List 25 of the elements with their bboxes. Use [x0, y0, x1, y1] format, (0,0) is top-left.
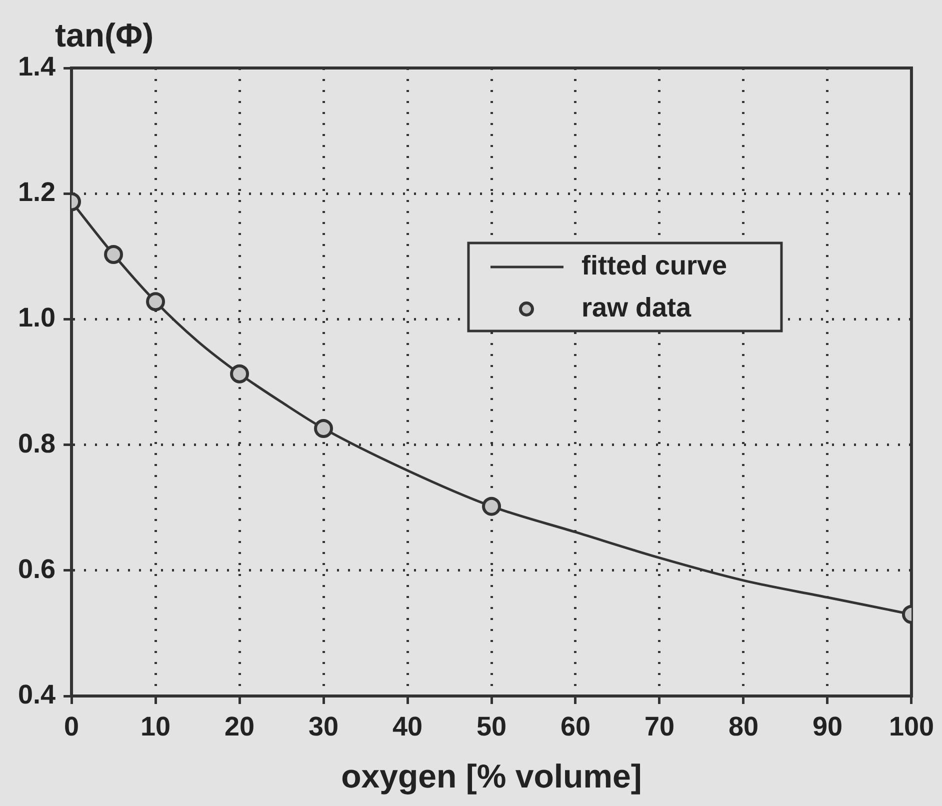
x-tick-label: 20: [224, 712, 255, 742]
x-tick-label: 50: [476, 712, 507, 742]
x-tick-label: 10: [140, 712, 171, 742]
x-tick-label: 30: [308, 712, 339, 742]
y-tick-label: 0.6: [18, 554, 56, 584]
point: [314, 418, 334, 438]
y-tick-label: 1.0: [18, 302, 56, 333]
y-tick-label: 1.2: [18, 177, 56, 208]
x-axis-title: oxygen [% volume]: [341, 757, 642, 794]
point: [146, 292, 166, 312]
y-tick-label: 0.4: [18, 679, 56, 710]
legend-label: raw data: [581, 292, 692, 322]
x-tick-label: 70: [644, 712, 675, 742]
x-tick-label: 40: [392, 712, 423, 742]
x-tick-label: 0: [64, 712, 80, 742]
point: [230, 364, 250, 384]
x-tick-label: 60: [560, 712, 591, 742]
y-tick-label: 0.8: [18, 428, 56, 458]
y-axis-title: tan(Φ): [55, 16, 154, 54]
x-tick-label: 90: [812, 712, 843, 742]
legend-label: fitted curve: [581, 250, 728, 280]
y-tick-label: 1.4: [18, 51, 56, 82]
point: [104, 245, 124, 264]
x-tick-label: 80: [728, 712, 759, 742]
x-tick-label: 100: [888, 712, 934, 742]
